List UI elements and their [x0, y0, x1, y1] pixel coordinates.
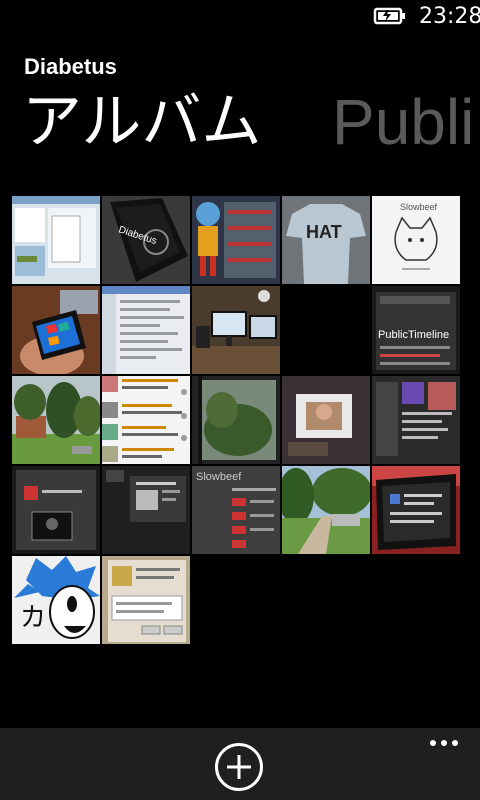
photo-thumbnail[interactable] [192, 376, 280, 464]
photo-thumbnail[interactable]: Diabetus [102, 196, 190, 284]
more-menu-icon[interactable] [430, 740, 460, 748]
photo-grid: Diabetus HAT [12, 196, 460, 644]
photo-thumbnail[interactable] [102, 376, 190, 464]
photo-thumbnail[interactable] [282, 466, 370, 554]
photo-thumbnail[interactable] [12, 196, 100, 284]
status-bar: 23:28 [0, 0, 480, 32]
svg-text:Slowbeef: Slowbeef [196, 471, 242, 483]
svg-text:カ: カ [20, 603, 46, 633]
photo-thumbnail[interactable] [372, 376, 460, 464]
photo-thumbnail[interactable]: PublicTimeline [372, 286, 460, 374]
photo-thumbnail[interactable]: Slowbeef [192, 466, 280, 554]
photo-thumbnail[interactable] [102, 556, 190, 644]
photo-thumbnail[interactable]: HAT [282, 196, 370, 284]
photo-thumbnail[interactable] [12, 376, 100, 464]
photo-thumbnail[interactable] [102, 466, 190, 554]
photo-thumbnail[interactable] [372, 466, 460, 554]
pivot-item-album[interactable]: アルバム [22, 87, 262, 157]
photo-thumbnail[interactable] [12, 466, 100, 554]
svg-text:PublicTimeline: PublicTimeline [378, 329, 449, 341]
app-title: Diabetus [24, 54, 117, 79]
empty-tile [282, 286, 370, 374]
svg-text:Slowbeef: Slowbeef [400, 202, 438, 212]
app-bar [0, 728, 480, 800]
photo-thumbnail[interactable]: Slowbeef [372, 196, 460, 284]
photo-thumbnail[interactable]: カ [12, 556, 100, 644]
photo-thumbnail[interactable] [192, 196, 280, 284]
photo-thumbnail[interactable] [12, 286, 100, 374]
pivot-header[interactable]: アルバム Publi [0, 84, 480, 164]
svg-text:HAT: HAT [306, 222, 342, 242]
battery-charging-icon [373, 7, 405, 25]
pivot-item-public[interactable]: Publi [332, 86, 475, 158]
add-button[interactable] [215, 743, 263, 791]
photo-thumbnail[interactable] [102, 286, 190, 374]
photo-thumbnail[interactable] [192, 286, 280, 374]
photo-thumbnail[interactable] [282, 376, 370, 464]
clock: 23:28 [419, 4, 480, 29]
